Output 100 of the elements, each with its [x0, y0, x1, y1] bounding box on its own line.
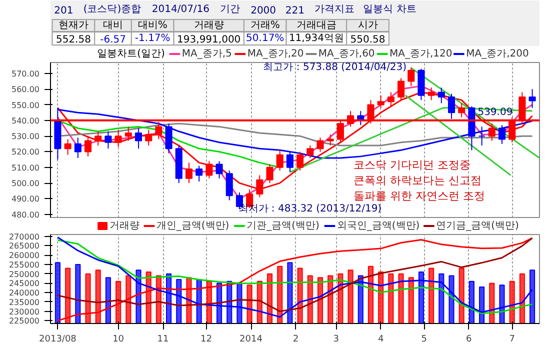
y-tick-label: 530.00 [12, 132, 40, 142]
text: 2000 [250, 6, 276, 16]
text: 2014/07/16 [152, 4, 210, 15]
text: -6.57 [100, 34, 126, 46]
candlestick [306, 144, 314, 159]
y-tick-label: 225000 [8, 316, 40, 326]
legend-label: MA_종가,20 [247, 48, 304, 60]
y-tick-label: 240000 [8, 288, 40, 298]
legend-label: 연기금_금액(백만) [436, 220, 520, 232]
y-tick-label: 560.00 [12, 85, 40, 94]
candlestick [488, 123, 496, 142]
candlestick [165, 123, 172, 154]
candlestick [448, 93, 456, 120]
x-tick-label: 7 [509, 334, 515, 344]
candlestick [74, 137, 82, 159]
annotation: 최저가 : 483.32 (2013/12/19) [238, 204, 382, 215]
chart-title: 일봉차트(일간) [97, 48, 166, 60]
legend-label: MA_종가,60 [318, 48, 375, 60]
candlestick [64, 138, 72, 156]
x-tick-label: 6 [466, 334, 472, 344]
text: 11,934억원 [288, 33, 344, 44]
legend-label: MA_종가,200 [466, 48, 529, 60]
candlestick [104, 130, 112, 150]
candlestick [478, 126, 486, 146]
candlestick [438, 87, 445, 104]
y-tick-label: 230000 [8, 307, 40, 316]
annotation: 539.09 [478, 107, 513, 118]
candlestick [498, 124, 506, 144]
bar [489, 282, 495, 324]
candlestick [94, 130, 102, 146]
text: 201 [54, 6, 74, 16]
annotation: 최고가 : 573.88 (2014/04/23) [263, 62, 407, 73]
bar [297, 268, 303, 324]
x-tick-label: 12 [200, 334, 212, 344]
candlestick [145, 129, 152, 146]
bar [428, 268, 434, 324]
y-tick-label: 235000 [8, 298, 40, 307]
candlestick [458, 102, 466, 118]
y-tick-label: 270000 [8, 232, 40, 242]
y-tick-label: 510.00 [12, 163, 40, 172]
category-label: 현재가 [58, 20, 88, 31]
y-tick-label: 260000 [8, 251, 40, 260]
y-tick-label: 265000 [8, 242, 40, 251]
bar [54, 262, 60, 324]
candlestick [196, 165, 203, 182]
x-tick-label: 2013/08 [39, 334, 77, 344]
x-tick-label: 3 [333, 334, 339, 344]
bar [277, 266, 283, 324]
candlestick [296, 151, 304, 172]
annotation: 큰폭의 하락보다는 신고점 [354, 174, 482, 187]
category-label: 거래량 [194, 20, 224, 31]
candlestick [408, 66, 415, 86]
text: 가격지표 [314, 4, 355, 15]
bar [388, 273, 394, 324]
text: -1.17% [134, 33, 170, 44]
bar [458, 268, 464, 324]
candlestick [124, 126, 132, 142]
bar [509, 280, 515, 324]
annotation: 돌파를 위한 자연스런 조정 [354, 189, 486, 202]
bar [368, 266, 374, 324]
x-tick-label: 10 [112, 334, 124, 344]
x-tick-label: 2014 [240, 334, 263, 344]
y-tick-label: 520.00 [12, 148, 40, 157]
candlestick [206, 160, 213, 179]
category-label: 거래% [250, 20, 280, 31]
category-label: 시가 [358, 20, 378, 31]
bar [105, 277, 111, 324]
text: 50.17% [246, 33, 284, 44]
x-tick-label: 4 [378, 334, 384, 344]
candlestick [114, 129, 122, 148]
category-label: 거래대금 [296, 20, 336, 31]
bar [519, 273, 525, 324]
candlestick [216, 160, 223, 179]
y-tick-label: 490.00 [12, 194, 40, 204]
bar [246, 284, 252, 324]
x-tick-label: 2 [292, 334, 299, 344]
candlestick [84, 136, 92, 157]
y-tick-label: 550.00 [12, 100, 40, 110]
legend-label: 기관_금액(백만) [246, 220, 320, 232]
candlestick [226, 170, 233, 201]
y-tick-label: 250000 [8, 270, 40, 279]
legend-label: 개인_금액(백만) [156, 220, 230, 232]
y-tick-label: 500.00 [12, 179, 40, 188]
candlestick [185, 162, 193, 184]
annotation: 코스닥 기다리던 조정중 [354, 158, 471, 172]
y-tick-label: 570.00 [12, 69, 40, 78]
bar [75, 264, 81, 324]
text: 193,991,000 [177, 34, 241, 46]
candlestick [528, 88, 536, 108]
legend-label: MA_종가,120 [389, 48, 452, 60]
category-label: 대비 [103, 20, 124, 31]
candlestick [326, 134, 334, 146]
y-tick-label: 480.00 [12, 210, 40, 220]
candlestick [134, 128, 142, 150]
category-label: 대비% [138, 20, 168, 31]
text: 일봉식 차트 [363, 4, 416, 15]
y-tick-label: 245000 [8, 279, 40, 288]
text: 221 [285, 6, 304, 16]
text: 550.58 [350, 34, 386, 46]
text: (코스닥)종합 [83, 4, 142, 15]
